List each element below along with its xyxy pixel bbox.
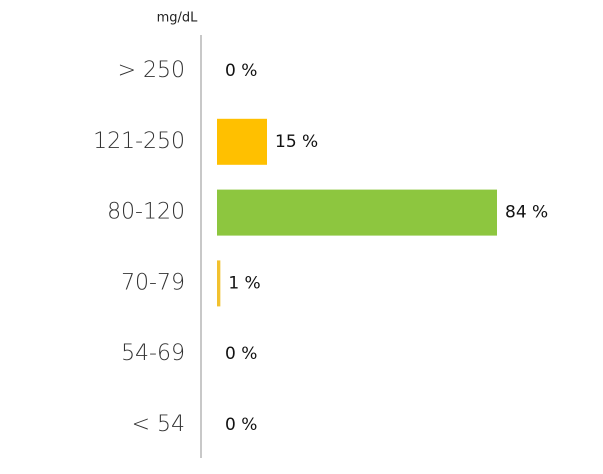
bar [217,118,267,165]
bar [217,189,497,236]
value-label: 15 % [275,132,318,152]
value-label: 0 % [225,344,257,364]
category-label: 80-120 [107,200,185,225]
category-label: 121-250 [93,129,185,154]
bar [217,260,221,307]
value-label: 0 % [225,61,257,81]
category-label: 70-79 [121,270,185,295]
value-label: 1 % [228,273,260,293]
category-label: 54-69 [121,341,185,366]
unit-label: mg/dL [157,11,199,26]
category-label: < 54 [132,412,185,437]
value-label: 84 % [505,203,548,223]
category-label: > 250 [118,58,185,83]
value-label: 0 % [225,415,257,435]
